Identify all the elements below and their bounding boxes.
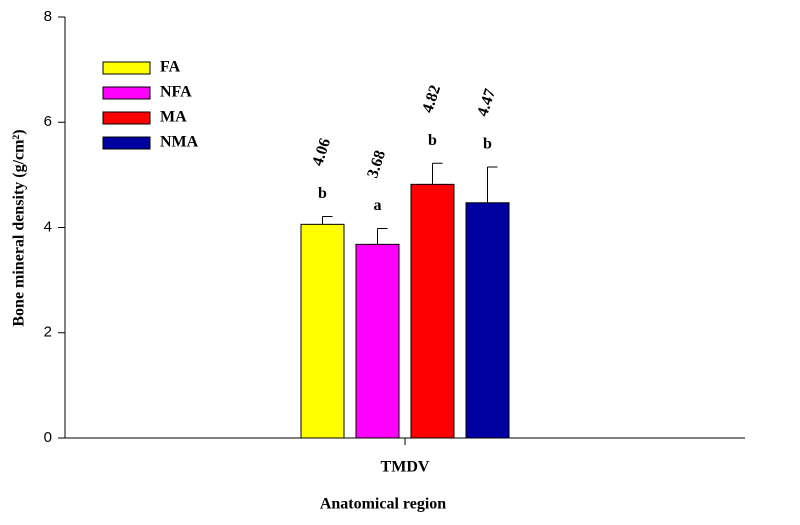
legend-label: NFA	[160, 84, 192, 101]
legend-label: FA	[160, 59, 181, 76]
error-bar	[377, 228, 388, 245]
legend-swatch	[102, 136, 151, 150]
value-label: 4.06	[309, 136, 334, 168]
legend-swatch	[102, 111, 151, 125]
legend-label: MA	[160, 109, 187, 126]
significance-letter: b	[483, 136, 492, 153]
value-label: 3.68	[364, 148, 389, 180]
y-tick-label: 0	[44, 429, 52, 446]
significance-letter: b	[428, 132, 437, 149]
bar	[465, 202, 510, 439]
y-axis-label: Bone mineral density (g/cm²)	[11, 129, 28, 326]
legend-swatch	[102, 61, 151, 75]
bar	[355, 243, 400, 439]
value-label: 4.82	[419, 83, 444, 115]
y-tick-label: 6	[44, 113, 52, 130]
x-axis-label: Anatomical region	[320, 496, 446, 513]
error-bar	[322, 215, 333, 225]
y-tick-label: 8	[44, 8, 52, 25]
value-label: 4.47	[474, 87, 499, 119]
error-bar	[487, 166, 498, 203]
significance-letter: b	[318, 185, 327, 202]
legend-label: NMA	[160, 134, 199, 151]
bar	[300, 223, 345, 439]
x-tick-label: TMDV	[381, 459, 430, 476]
legend-swatch	[102, 86, 151, 100]
y-tick-label: 2	[44, 324, 52, 341]
significance-letter: a	[374, 197, 382, 214]
y-tick-label: 4	[44, 218, 52, 235]
bar	[410, 183, 455, 439]
error-bar	[432, 162, 443, 185]
